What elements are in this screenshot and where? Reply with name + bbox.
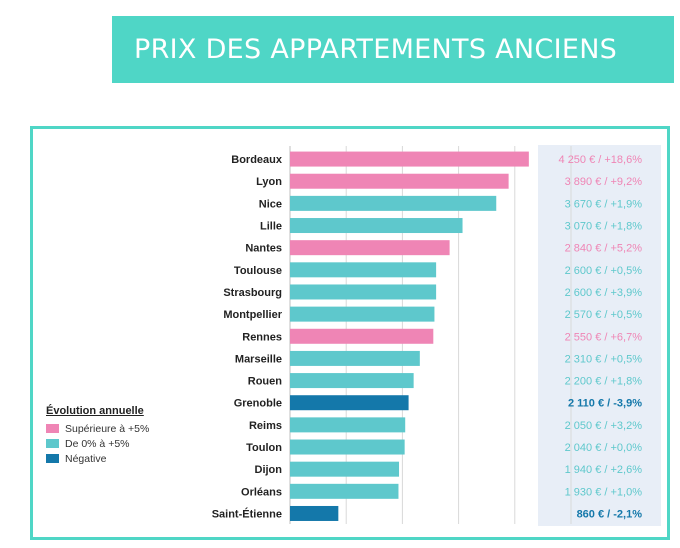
legend-swatch-sup5 [46, 424, 59, 433]
bar-rouen [290, 373, 414, 389]
value-label: 2 570 € / +0,5% [565, 309, 643, 321]
legend-label-sup5: Supérieure à +5% [65, 422, 150, 435]
bar-bordeaux [290, 151, 529, 167]
value-label: 3 070 € / +1,8% [565, 221, 643, 233]
value-label: 2 600 € / +0,5% [565, 265, 643, 277]
category-label: Dijon [255, 464, 283, 476]
value-panel [538, 145, 661, 526]
bar-nantes [290, 240, 450, 256]
value-label: 1 930 € / +1,0% [565, 486, 643, 498]
category-label: Bordeaux [231, 154, 283, 166]
bar-saint-étienne [290, 505, 339, 521]
value-label: 2 600 € / +3,9% [565, 287, 643, 299]
value-label: 3 890 € / +9,2% [565, 176, 643, 188]
page-title: PRIX DES APPARTEMENTS ANCIENS [134, 34, 618, 65]
value-label: 1 940 € / +2,6% [565, 464, 643, 476]
legend-swatch-zero5 [46, 439, 59, 448]
bar-toulon [290, 439, 405, 455]
bar-nice [290, 195, 497, 211]
legend-item-zero5: De 0% à +5% [46, 436, 149, 451]
legend-item-sup5: Supérieure à +5% [46, 421, 149, 436]
category-label: Montpellier [223, 309, 282, 321]
bar-strasbourg [290, 284, 437, 300]
legend-title: Évolution annuelle [46, 405, 144, 417]
category-label: Grenoble [234, 398, 282, 410]
bar-marseille [290, 350, 420, 366]
value-label: 2 550 € / +6,7% [565, 331, 643, 343]
category-label: Rouen [248, 376, 283, 388]
value-label: 2 840 € / +5,2% [565, 243, 643, 255]
bar-montpellier [290, 306, 435, 322]
value-label: 2 050 € / +3,2% [565, 420, 643, 432]
title-banner: PRIX DES APPARTEMENTS ANCIENS [112, 16, 674, 83]
bar-toulouse [290, 262, 437, 278]
bar-rennes [290, 328, 434, 344]
bar-grenoble [290, 395, 409, 411]
category-label: Orléans [241, 486, 282, 498]
category-label: Rennes [242, 331, 282, 343]
category-label: Lille [260, 221, 282, 233]
legend-swatch-neg [46, 454, 59, 463]
category-label: Marseille [235, 353, 282, 365]
bar-lille [290, 218, 463, 234]
bar-orléans [290, 483, 399, 499]
category-label: Nice [259, 198, 282, 210]
category-label: Reims [249, 420, 282, 432]
category-label: Lyon [256, 176, 282, 188]
category-label: Strasbourg [223, 287, 282, 299]
legend: Évolution annuelle Supérieure à +5% De 0… [46, 405, 149, 466]
value-label: 860 € / -2,1% [577, 508, 643, 520]
category-label: Saint-Étienne [212, 507, 282, 520]
value-label: 3 670 € / +1,9% [565, 198, 643, 210]
value-label: 2 200 € / +1,8% [565, 376, 643, 388]
value-label: 4 250 € / +18,6% [559, 154, 643, 166]
legend-item-neg: Négative [46, 451, 149, 466]
bar-reims [290, 417, 406, 433]
value-label: 2 040 € / +0,0% [565, 442, 643, 454]
bar-dijon [290, 461, 400, 477]
category-label: Toulon [246, 442, 282, 454]
value-label: 2 310 € / +0,5% [565, 353, 643, 365]
value-label: 2 110 € / -3,9% [568, 398, 642, 410]
legend-label-neg: Négative [65, 452, 107, 465]
bar-lyon [290, 173, 509, 189]
category-label: Toulouse [234, 265, 282, 277]
legend-label-zero5: De 0% à +5% [65, 437, 130, 450]
category-label: Nantes [245, 243, 282, 255]
